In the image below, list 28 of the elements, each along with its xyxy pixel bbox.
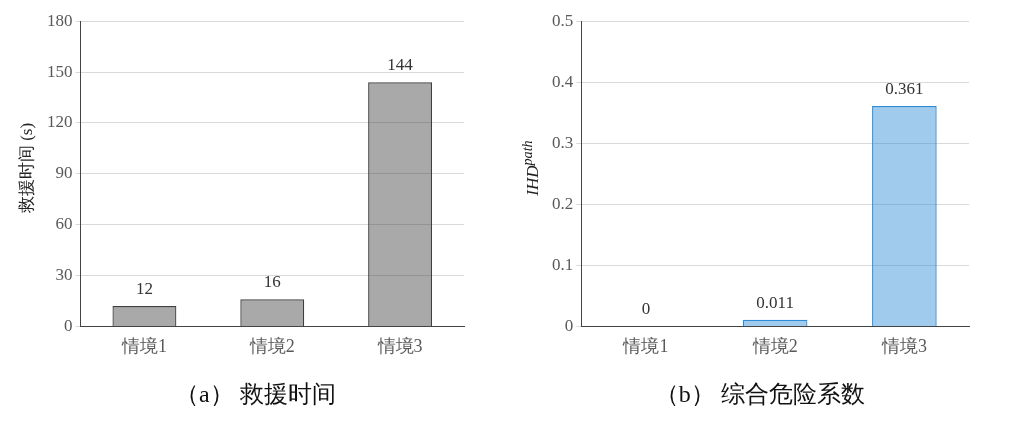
- x-tick-label: 情境3: [376, 335, 423, 356]
- x-tick-label: 情境2: [248, 335, 295, 356]
- y-tick-label: 150: [47, 61, 73, 81]
- data-label: 16: [263, 272, 281, 292]
- y-tick-label: 60: [55, 214, 73, 234]
- y-tick-label: 0.5: [551, 10, 573, 30]
- x-tick-label: 情境1: [120, 335, 167, 356]
- y-tick-label: 120: [47, 112, 73, 132]
- x-tick-label: 情境3: [880, 335, 927, 356]
- text: （a） 救援时间: [173, 380, 337, 409]
- data-label: 0.361: [884, 79, 923, 99]
- x-tick-label: 情境2: [751, 335, 798, 356]
- y-tick-label: 0: [64, 315, 73, 335]
- x-tick-label: 情境1: [621, 335, 668, 356]
- data-label: 12: [135, 279, 153, 299]
- data-label: 0.011: [755, 292, 794, 312]
- data-label: 0: [641, 299, 650, 319]
- y-tick-label: 0.3: [551, 132, 573, 152]
- y-tick-label: 0.1: [551, 254, 573, 274]
- y-tick-label: 180: [47, 10, 73, 30]
- y-tick-label: 0: [564, 315, 573, 335]
- y-axis-title: 救援时间 (s): [15, 122, 37, 214]
- data-label: 144: [387, 55, 414, 75]
- y-tick-label: 90: [55, 163, 73, 183]
- text: （b） 综合危险系数: [653, 380, 866, 409]
- y-tick-label: 30: [55, 265, 73, 284]
- y-tick-label: 0.4: [551, 71, 574, 91]
- y-tick-label: 0.2: [551, 193, 573, 213]
